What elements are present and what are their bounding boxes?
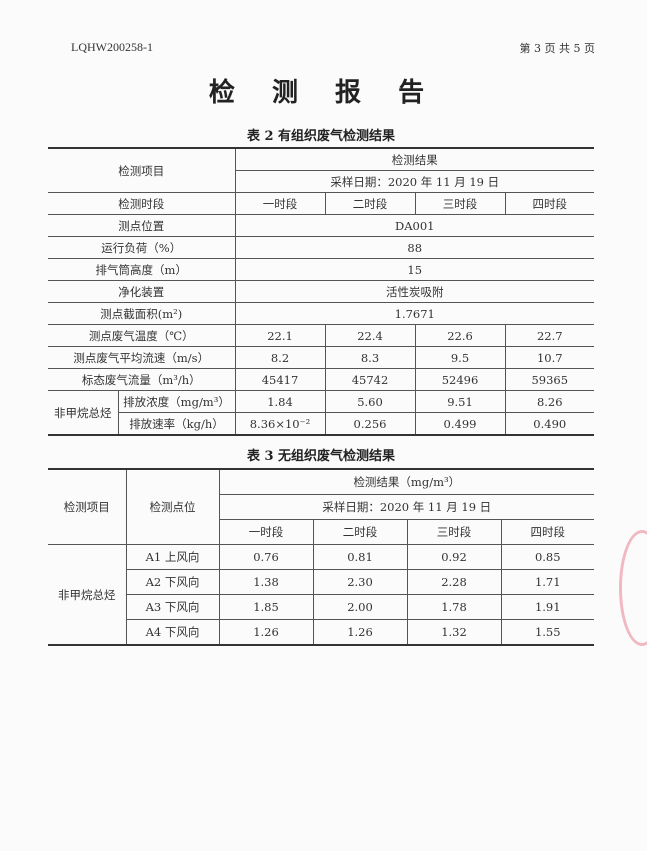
row-value: 1.7671: [234, 302, 594, 325]
point-label: A3 下风向: [126, 594, 220, 620]
period-4: 四时段: [500, 519, 595, 545]
value-cell: 0.499: [414, 412, 506, 436]
table2-caption: 表 2 有组织废气检测结果: [246, 129, 396, 144]
value-cell: 22.6: [414, 324, 506, 347]
table-row: 标态废气流量（m³/h） 45417 45742 52496 59365: [48, 368, 594, 391]
value-cell: 1.55: [500, 619, 595, 646]
row-value: 活性炭吸附: [234, 280, 594, 303]
sampling-date: 采样日期：2020 年 11 月 19 日: [219, 494, 595, 520]
seal-stamp-fragment: [619, 530, 647, 646]
value-cell: 2.30: [312, 569, 408, 595]
period-2: 二时段: [312, 519, 408, 545]
point-label: A4 下风向: [126, 619, 220, 646]
group-label: 非甲烷总烃: [48, 544, 127, 646]
value-cell: 0.76: [218, 544, 314, 570]
value-cell: 1.26: [312, 619, 408, 646]
row-label: 排放浓度（mg/m³）: [117, 390, 236, 413]
value-cell: 22.7: [504, 324, 594, 347]
row-label: 测点废气平均流速（m/s）: [48, 346, 236, 369]
value-cell: 59365: [504, 368, 594, 391]
item-header: 检测项目: [48, 468, 127, 545]
period-3: 三时段: [414, 192, 506, 215]
table-row: A4 下风向 1.26 1.26 1.32 1.55: [48, 619, 595, 646]
row-label: 测点废气温度（℃）: [48, 324, 236, 347]
value-cell: 8.3: [324, 346, 416, 369]
value-cell: 45417: [234, 368, 326, 391]
value-cell: 0.81: [312, 544, 408, 570]
value-cell: 22.1: [234, 324, 326, 347]
row-label: 标态废气流量（m³/h）: [48, 368, 236, 391]
table-row: 非甲烷总烃 A1 上风向 0.76 0.81 0.92 0.85: [48, 544, 595, 646]
point-label: A1 上风向: [125, 544, 220, 570]
table-row: 排气筒高度（m） 15: [48, 258, 594, 281]
value-cell: 2.00: [312, 594, 408, 620]
period-3: 三时段: [406, 519, 502, 545]
table-row: 测点截面积(m²) 1.7671: [48, 302, 594, 325]
value-cell: 1.84: [234, 390, 326, 413]
value-cell: 1.71: [500, 569, 595, 595]
value-cell: 9.51: [414, 390, 506, 413]
value-cell: 8.36×10⁻²: [234, 412, 326, 436]
organized-emission-table: 检测项目 检测结果 采样日期：2020 年 11 月 19 日 检测时段 一时段二…: [48, 147, 594, 436]
period-header: 检测时段: [48, 192, 236, 215]
value-cell: 1.26: [218, 619, 314, 646]
row-value: 88: [234, 236, 594, 259]
value-cell: 1.78: [406, 594, 502, 620]
row-value: DA001: [234, 214, 594, 237]
value-cell: 10.7: [504, 346, 594, 369]
row-label: 运行负荷（%）: [48, 236, 236, 259]
sampling-date: 采样日期：2020 年 11 月 19 日: [235, 170, 594, 193]
value-cell: 1.91: [500, 594, 595, 620]
value-cell: 9.5: [414, 346, 506, 369]
table-row: 测点废气平均流速（m/s） 8.2 8.3 9.5 10.7: [48, 346, 594, 369]
table-row: 非甲烷总烃 排放浓度（mg/m³） 1.84 5.60 9.51 8.26: [48, 390, 594, 436]
table-row: A2 下风向 1.38 2.30 2.28 1.71: [48, 569, 595, 595]
value-cell: 0.490: [504, 412, 594, 436]
period-4: 四时段: [504, 192, 594, 215]
group-label: 非甲烷总烃: [48, 390, 119, 436]
row-label: 净化装置: [48, 280, 236, 303]
result-header: 检测结果: [234, 147, 594, 171]
period-2: 二时段: [324, 192, 416, 215]
row-label: 排气筒高度（m）: [48, 258, 236, 281]
page-number: 第 3 页 共 5 页: [519, 42, 595, 55]
value-cell: 52496: [414, 368, 506, 391]
item-header: 检测项目: [48, 147, 236, 193]
fugitive-emission-table: 检测项目 检测点位 检测结果（mg/m³） 采样日期：2020 年 11 月 19 …: [48, 468, 595, 646]
report-title: 检 测 报 告: [208, 78, 439, 108]
table-row: 测点位置 DA001: [48, 214, 594, 237]
value-cell: 1.85: [218, 594, 314, 620]
value-cell: 45742: [324, 368, 416, 391]
value-cell: 0.256: [324, 412, 416, 436]
document-number: LQHW200258-1: [71, 40, 153, 54]
period-1: 一时段: [234, 192, 326, 215]
table-row: A3 下风向 1.85 2.00 1.78 1.91: [48, 594, 595, 620]
value-cell: 2.28: [406, 569, 502, 595]
row-label: 测点位置: [48, 214, 236, 237]
value-cell: 8.26: [504, 390, 594, 413]
row-value: 15: [234, 258, 594, 281]
value-cell: 5.60: [324, 390, 416, 413]
value-cell: 1.38: [218, 569, 314, 595]
result-header: 检测结果（mg/m³）: [218, 468, 595, 495]
table-row: 排放速率（kg/h） 8.36×10⁻² 0.256 0.499 0.490: [48, 412, 594, 436]
value-cell: 0.92: [406, 544, 502, 570]
row-label: 测点截面积(m²): [48, 302, 236, 325]
point-header: 检测点位: [125, 468, 220, 545]
value-cell: 0.85: [500, 544, 595, 570]
table3-caption: 表 3 无组织废气检测结果: [246, 449, 396, 464]
table-row: 净化装置 活性炭吸附: [48, 280, 594, 303]
table-row: 运行负荷（%） 88: [48, 236, 594, 259]
value-cell: 22.4: [324, 324, 416, 347]
table-row: 测点废气温度（℃） 22.1 22.4 22.6 22.7: [48, 324, 594, 347]
point-label: A2 下风向: [126, 569, 220, 595]
row-label: 排放速率（kg/h）: [118, 412, 236, 436]
value-cell: 8.2: [234, 346, 326, 369]
period-1: 一时段: [219, 519, 314, 545]
value-cell: 1.32: [406, 619, 502, 646]
report-body: 表 2 有组织废气检测结果 检测项目 检测结果 采样日期：2020 年 11 月 …: [48, 128, 595, 646]
